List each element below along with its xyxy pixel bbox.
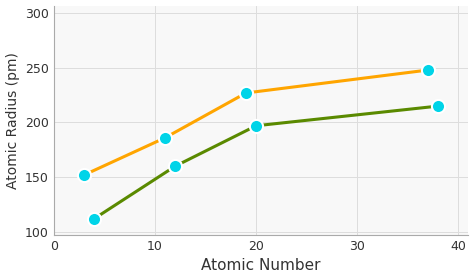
Point bbox=[424, 68, 432, 72]
Point bbox=[81, 173, 88, 177]
Point bbox=[434, 104, 442, 108]
X-axis label: Atomic Number: Atomic Number bbox=[201, 258, 321, 273]
Point bbox=[252, 124, 260, 128]
Y-axis label: Atomic Radius (pm): Atomic Radius (pm) bbox=[6, 52, 19, 189]
Point bbox=[242, 91, 250, 95]
Point bbox=[172, 164, 179, 169]
Point bbox=[91, 217, 98, 221]
Point bbox=[161, 136, 169, 140]
